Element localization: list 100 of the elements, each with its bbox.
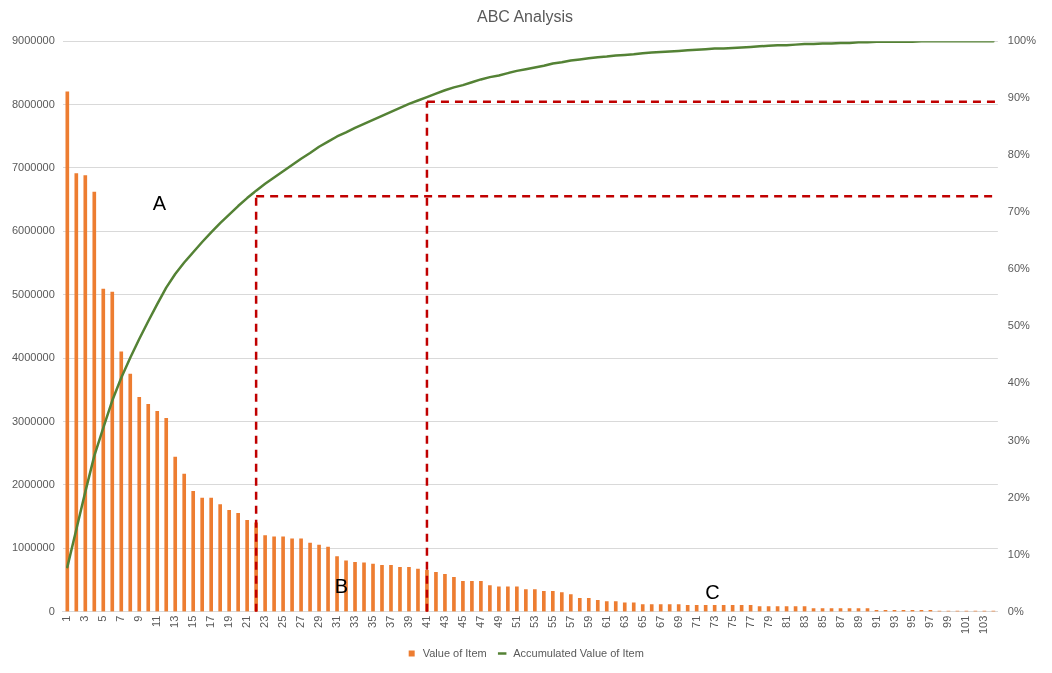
bar xyxy=(245,520,249,612)
y-tick-label: 1000000 xyxy=(12,541,55,554)
bar xyxy=(182,473,187,612)
y2-tick-label: 60% xyxy=(1007,262,1031,275)
x-tick-label: 9 xyxy=(132,615,145,622)
bar xyxy=(542,591,546,612)
x-tick-label: 103 xyxy=(977,615,990,635)
x-tick-label: 33 xyxy=(348,615,361,628)
bar xyxy=(299,538,303,612)
x-tick-label: 61 xyxy=(599,615,612,628)
bar xyxy=(164,418,169,612)
bar xyxy=(694,604,699,612)
bar xyxy=(577,598,582,612)
bar xyxy=(101,288,106,612)
x-tick-label: 89 xyxy=(851,615,864,628)
legend-label: Accumulated Value of Item xyxy=(513,646,644,659)
x-tick-label: 43 xyxy=(437,615,450,628)
x-tick-label: 81 xyxy=(779,615,792,628)
bar xyxy=(488,585,492,612)
bar xyxy=(308,542,312,612)
y-tick-label: 5000000 xyxy=(12,287,55,300)
x-tick-label: 59 xyxy=(581,615,594,628)
bar xyxy=(200,497,205,612)
bar xyxy=(631,602,636,612)
bar xyxy=(92,191,97,612)
y-tick-label: 8000000 xyxy=(12,97,55,110)
bar xyxy=(595,599,600,612)
bar xyxy=(416,568,420,612)
x-tick-label: 101 xyxy=(959,615,972,635)
x-tick-label: 77 xyxy=(743,615,756,628)
annotation: C xyxy=(705,581,720,604)
x-tick-label: 53 xyxy=(527,615,540,628)
x-tick-label: 37 xyxy=(384,615,397,628)
bar xyxy=(461,580,465,612)
bar xyxy=(613,601,618,612)
x-tick-label: 31 xyxy=(330,615,343,628)
y2-tick-label: 10% xyxy=(1007,547,1031,560)
x-tick-label: 91 xyxy=(869,615,882,628)
bar xyxy=(676,604,681,612)
x-tick-label: 97 xyxy=(923,615,936,628)
bar xyxy=(497,586,501,612)
bar xyxy=(371,563,375,612)
bar xyxy=(479,580,483,612)
legend-label: Value of Item xyxy=(422,646,487,659)
x-tick-label: 55 xyxy=(545,615,558,628)
x-tick-label: 17 xyxy=(204,615,217,628)
bar xyxy=(173,456,178,612)
x-tick-label: 11 xyxy=(150,615,163,628)
y2-tick-label: 80% xyxy=(1007,148,1031,161)
y2-tick-label: 100% xyxy=(1007,34,1037,47)
bar xyxy=(667,604,672,612)
bar xyxy=(155,411,160,612)
x-tick-label: 35 xyxy=(366,615,379,628)
bar xyxy=(533,589,537,612)
y2-tick-label: 70% xyxy=(1007,205,1031,218)
x-tick-label: 73 xyxy=(707,615,720,628)
x-tick-label: 21 xyxy=(240,615,253,628)
x-tick-label: 83 xyxy=(797,615,810,628)
bar xyxy=(443,573,447,612)
bar xyxy=(586,598,591,612)
bar xyxy=(506,586,510,612)
bar xyxy=(353,561,357,612)
bar xyxy=(272,536,276,612)
x-tick-label: 1 xyxy=(60,615,73,622)
x-tick-label: 47 xyxy=(473,615,486,628)
bar xyxy=(128,373,133,612)
bar xyxy=(317,544,321,612)
chart-title: ABC Analysis xyxy=(476,8,574,26)
bar xyxy=(137,397,142,612)
y-tick-label: 9000000 xyxy=(12,34,55,47)
bar xyxy=(290,538,294,612)
x-tick-label: 49 xyxy=(491,615,504,628)
x-tick-label: 3 xyxy=(78,615,91,622)
bar xyxy=(389,565,393,612)
y2-tick-label: 40% xyxy=(1007,376,1031,389)
bar xyxy=(281,536,285,612)
bar xyxy=(434,572,438,612)
x-tick-label: 51 xyxy=(509,615,522,628)
bar xyxy=(685,604,690,612)
bar xyxy=(658,604,663,612)
x-tick-label: 19 xyxy=(222,615,235,628)
y-tick-label: 6000000 xyxy=(12,224,55,237)
y2-tick-label: 90% xyxy=(1007,91,1031,104)
x-tick-label: 23 xyxy=(258,615,271,628)
bar xyxy=(65,91,70,612)
y2-tick-label: 20% xyxy=(1007,490,1031,503)
bar xyxy=(515,586,519,612)
x-tick-label: 79 xyxy=(761,615,774,628)
bar xyxy=(524,589,528,612)
x-tick-label: 95 xyxy=(905,615,918,628)
bar xyxy=(407,566,411,612)
bar xyxy=(550,591,555,612)
x-tick-label: 65 xyxy=(635,615,648,628)
bar xyxy=(83,175,88,612)
bar xyxy=(362,562,366,612)
bar xyxy=(640,604,645,612)
bar xyxy=(559,592,564,612)
bar xyxy=(649,604,654,612)
y2-tick-label: 30% xyxy=(1007,433,1031,446)
y-tick-label: 3000000 xyxy=(12,414,55,427)
